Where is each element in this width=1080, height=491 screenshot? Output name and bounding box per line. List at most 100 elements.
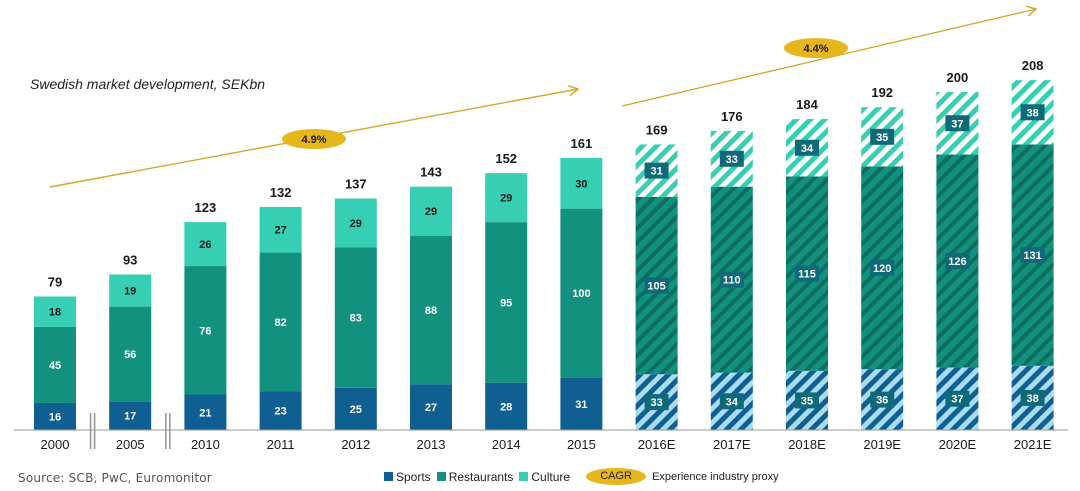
bar-sports-2011: [259, 391, 302, 430]
bar-culture-2011: [259, 206, 302, 253]
value-badge-restaurants-2020E: [945, 253, 970, 269]
value-label-culture-2005: 19: [124, 286, 136, 298]
value-label-culture-2018E: 34: [801, 143, 814, 155]
cagr-label-1: 4.4%: [803, 43, 828, 55]
legend-swatch-culture: [519, 472, 529, 481]
legend-item-culture: Culture: [519, 470, 570, 484]
total-label-2018E: 184: [796, 97, 818, 112]
total-label-2015: 161: [571, 136, 593, 151]
value-badge-sports-2016E: [644, 394, 669, 411]
x-tick-2012: 2012: [341, 437, 370, 452]
bar-culture-2000: [34, 296, 76, 327]
total-label-2011: 132: [270, 185, 292, 200]
total-label-2014: 152: [495, 151, 517, 166]
value-badge-culture-2017E: [719, 150, 744, 167]
bar-restaurants-2015: [560, 208, 603, 378]
bar-sports-2012: [334, 387, 377, 430]
value-label-sports-2014: 28: [500, 401, 512, 413]
value-badge-culture-2019E: [870, 128, 895, 145]
value-label-culture-2019E: 35: [876, 132, 888, 144]
bar-restaurants-2013: [410, 235, 452, 385]
x-tick-2005: 2005: [116, 437, 145, 452]
bar-culture-2014: [485, 173, 528, 223]
bar-restaurants-2014: [485, 222, 528, 383]
bar-sports-2000: [34, 402, 76, 430]
value-label-restaurants-2010: 76: [199, 325, 211, 337]
value-badge-restaurants-2019E: [870, 259, 895, 276]
value-badge-sports-2019E: [870, 391, 895, 408]
bars-layer: [34, 80, 1054, 430]
bar-restaurants-2012: [334, 247, 377, 388]
value-label-sports-2015: 31: [575, 399, 587, 411]
value-badge-culture-2016E: [644, 162, 669, 179]
source-note: Source: SCB, PwC, Euromonitor: [18, 471, 212, 485]
legend: Sports Restaurants Culture CAGR Experien…: [384, 468, 779, 485]
value-label-sports-2020E: 37: [951, 394, 963, 406]
legend-item-sports: Sports: [384, 470, 431, 484]
value-label-sports-2018E: 35: [801, 395, 813, 407]
x-tick-2000: 2000: [41, 437, 70, 452]
x-tick-2016E: 2016E: [638, 437, 676, 452]
total-label-2000: 79: [48, 274, 62, 289]
bar-sports-2010: [184, 394, 227, 430]
legend-label-restaurants: Restaurants: [448, 469, 514, 484]
value-label-sports-2021E: 38: [1026, 393, 1038, 405]
cagr-oval-1: [784, 38, 848, 58]
x-tick-2021E: 2021E: [1014, 437, 1052, 452]
legend-label-culture: Culture: [531, 469, 571, 484]
labels-layer: 16 45 18 79 2000 17 56 19 93 2005 21 76 26 123 2010 23 8…: [41, 58, 1052, 452]
value-label-restaurants-2013: 88: [425, 305, 437, 317]
bar-culture-2005: [109, 274, 152, 307]
value-badge-sports-2018E: [795, 392, 819, 409]
bar-sports-2013: [410, 384, 452, 430]
value-badge-restaurants-2021E: [1020, 247, 1045, 264]
bar-culture-2010: [184, 222, 227, 267]
value-label-sports-2005: 17: [124, 411, 136, 423]
value-label-restaurants-2018E: 115: [798, 269, 816, 281]
x-tick-2015: 2015: [567, 437, 596, 452]
value-label-restaurants-2021E: 131: [1023, 250, 1041, 262]
value-badge-culture-2018E: [795, 139, 819, 156]
x-tick-2010: 2010: [191, 437, 220, 452]
value-label-restaurants-2016E: 105: [647, 281, 665, 293]
value-label-sports-2013: 27: [425, 402, 437, 414]
value-label-culture-2000: 18: [49, 307, 61, 319]
legend-swatch-restaurants: [436, 472, 446, 481]
bar-restaurants-2010: [184, 266, 227, 395]
value-label-culture-2010: 26: [199, 239, 211, 251]
value-label-restaurants-2014: 95: [500, 297, 512, 309]
legend-cagr-badge: CAGR: [586, 468, 647, 485]
value-label-culture-2014: 29: [500, 193, 512, 205]
value-label-restaurants-2012: 83: [350, 313, 362, 325]
x-tick-2017E: 2017E: [713, 437, 751, 452]
value-label-culture-2021E: 38: [1026, 107, 1038, 119]
value-label-culture-2012: 29: [350, 218, 362, 230]
cagr-label-0: 4.9%: [301, 134, 326, 146]
value-label-culture-2015: 30: [575, 178, 587, 190]
value-label-culture-2013: 29: [425, 206, 437, 218]
bar-sports-2014: [485, 382, 528, 430]
value-label-sports-2019E: 36: [876, 395, 888, 407]
value-label-sports-2000: 16: [49, 411, 61, 423]
value-label-restaurants-2020E: 126: [948, 256, 966, 268]
legend-proxy-label: Experience industry proxy: [652, 470, 779, 483]
value-label-sports-2010: 21: [199, 407, 211, 419]
total-label-2005: 93: [123, 253, 137, 268]
legend-label-sports: Sports: [396, 469, 431, 484]
value-label-restaurants-2019E: 120: [873, 263, 891, 275]
value-label-sports-2012: 25: [350, 404, 362, 416]
bar-sports-2015: [560, 377, 603, 430]
cagr-arrows: 4.9% 4.4%: [49, 5, 1038, 188]
value-badge-sports-2021E: [1020, 389, 1045, 406]
x-tick-2011: 2011: [267, 437, 295, 452]
value-badge-restaurants-2016E: [644, 277, 669, 294]
bar-sports-2005: [109, 401, 152, 430]
value-badge-sports-2017E: [719, 393, 744, 410]
value-label-restaurants-2015: 100: [572, 288, 590, 300]
x-tick-2020E: 2020E: [939, 437, 977, 452]
value-label-sports-2017E: 34: [726, 396, 739, 408]
value-badge-culture-2020E: [945, 115, 970, 132]
value-label-restaurants-2011: 82: [274, 317, 286, 329]
value-badge-culture-2021E: [1020, 104, 1045, 121]
value-label-restaurants-2005: 56: [124, 349, 136, 361]
